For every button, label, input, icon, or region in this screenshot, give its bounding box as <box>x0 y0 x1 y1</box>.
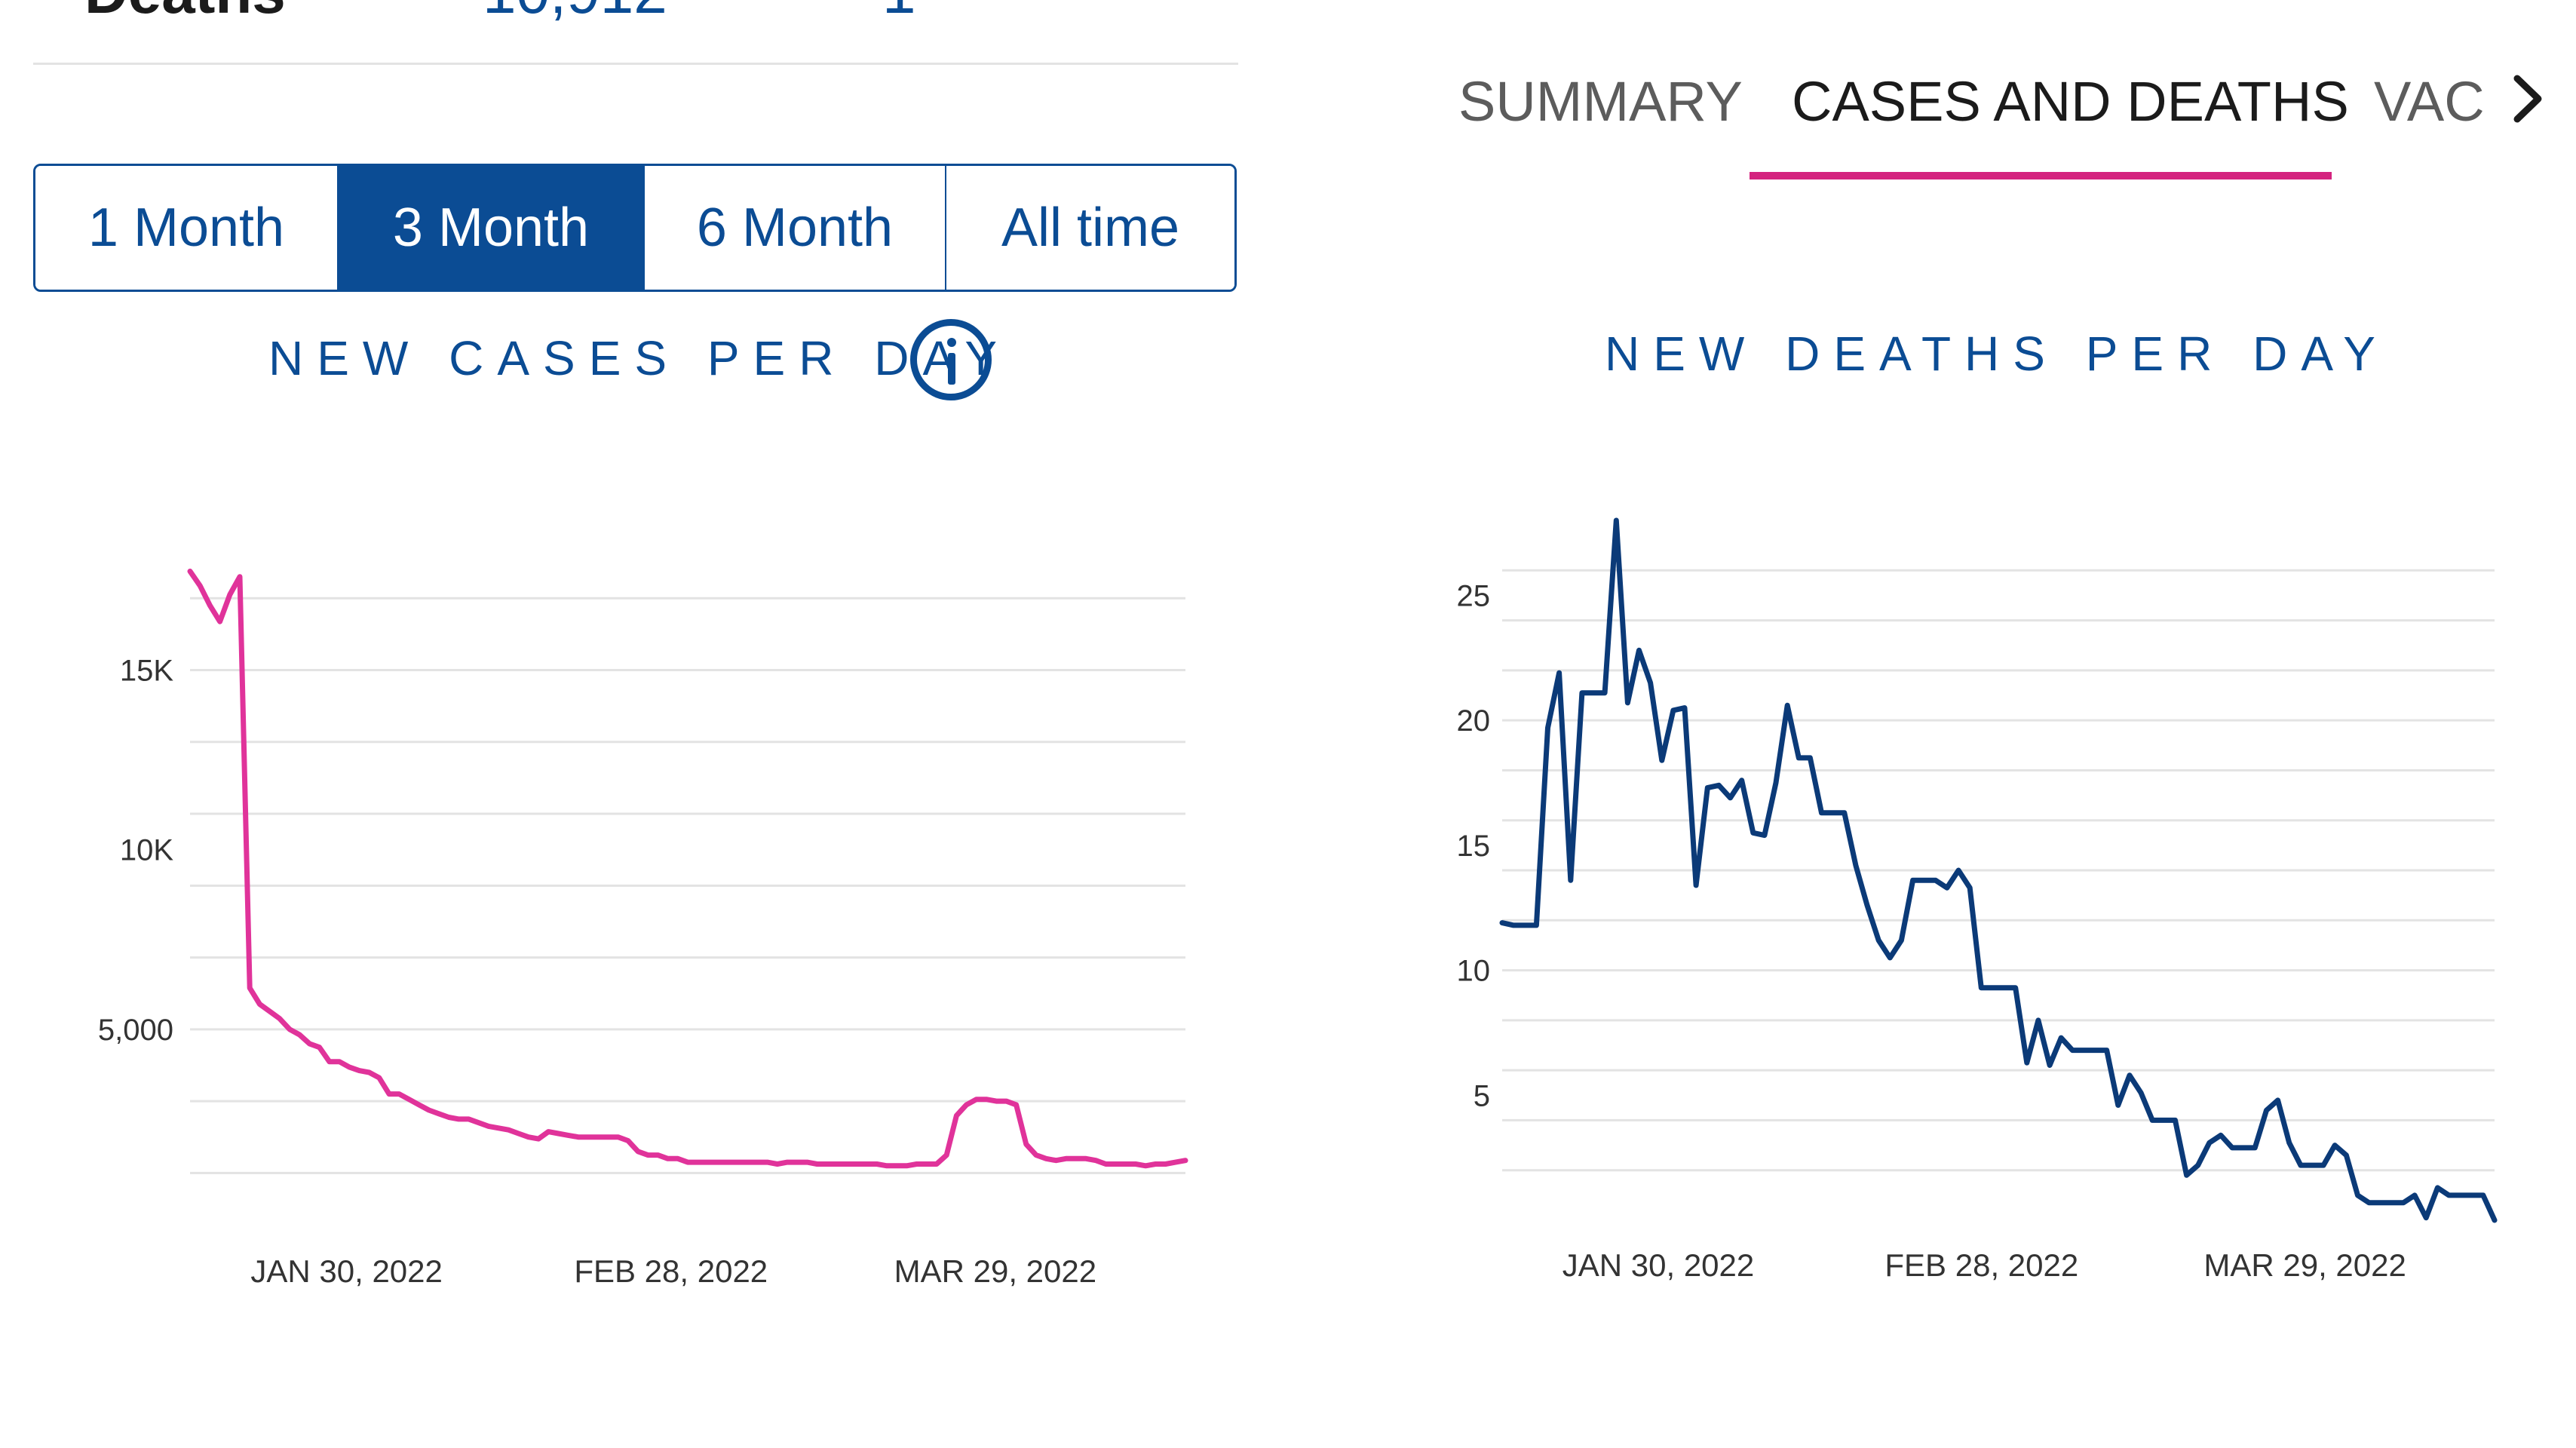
cases-chart-title: NEW CASES PER DAY <box>268 331 1011 385</box>
cases-x-tick-label: JAN 30, 2022 <box>250 1253 443 1289</box>
deaths-y-tick-label: 20 <box>1457 704 1491 738</box>
cases-y-tick-label: 5,000 <box>98 1014 173 1047</box>
stats-divider <box>33 63 1238 65</box>
cases-series-line <box>187 569 1188 1169</box>
active-tab-indicator <box>1750 172 2332 179</box>
deaths-y-tick-label: 5 <box>1474 1079 1490 1112</box>
cases-x-tick-label: MAR 29, 2022 <box>894 1253 1097 1289</box>
info-icon-dot <box>947 338 956 347</box>
cases-y-tick-label: 10K <box>120 834 173 867</box>
time-range-toggle: 1 Month 3 Month 6 Month All time <box>33 164 1237 292</box>
cases-x-tick-label: FEB 28, 2022 <box>574 1253 768 1289</box>
tab-summary[interactable]: SUMMARY <box>1458 70 1743 133</box>
deaths-change-value: 1 <box>882 0 916 23</box>
range-6-month-button[interactable]: 6 Month <box>645 166 946 290</box>
cases-chart: 5,000 10K 15K JAN 30, 2022 FEB 28, 2022 MAR 2… <box>98 569 1188 1289</box>
tab-vaccinations[interactable]: VAC <box>2374 70 2485 133</box>
info-icon-stem <box>948 353 955 385</box>
deaths-y-tick-label: 10 <box>1457 955 1491 988</box>
tab-cases-and-deaths[interactable]: CASES AND DEATHS <box>1792 70 2349 133</box>
deaths-y-tick-label: 15 <box>1457 830 1491 863</box>
deaths-x-tick-label: FEB 28, 2022 <box>1884 1247 2078 1283</box>
deaths-y-tick-label: 25 <box>1457 579 1491 612</box>
deaths-series-line <box>1499 517 2498 1223</box>
deaths-label: Deaths <box>84 0 286 23</box>
deaths-x-tick-label: JAN 30, 2022 <box>1562 1247 1755 1283</box>
range-1-month-button[interactable]: 1 Month <box>35 166 339 290</box>
range-all-time-button[interactable]: All time <box>946 166 1234 290</box>
deaths-chart-title: NEW DEATHS PER DAY <box>1605 327 2389 381</box>
deaths-total-value: 10,912 <box>483 0 667 23</box>
deaths-x-tick-label: MAR 29, 2022 <box>2203 1247 2406 1283</box>
info-icon[interactable] <box>910 319 992 400</box>
deaths-chart: 5 10 15 20 25 JAN 30, 2022 FEB 28, 2022 MAR 29,… <box>1457 517 2498 1283</box>
chevron-right-icon[interactable] <box>2507 72 2552 125</box>
range-3-month-button[interactable]: 3 Month <box>339 166 645 290</box>
cases-y-tick-label: 15K <box>120 655 173 688</box>
